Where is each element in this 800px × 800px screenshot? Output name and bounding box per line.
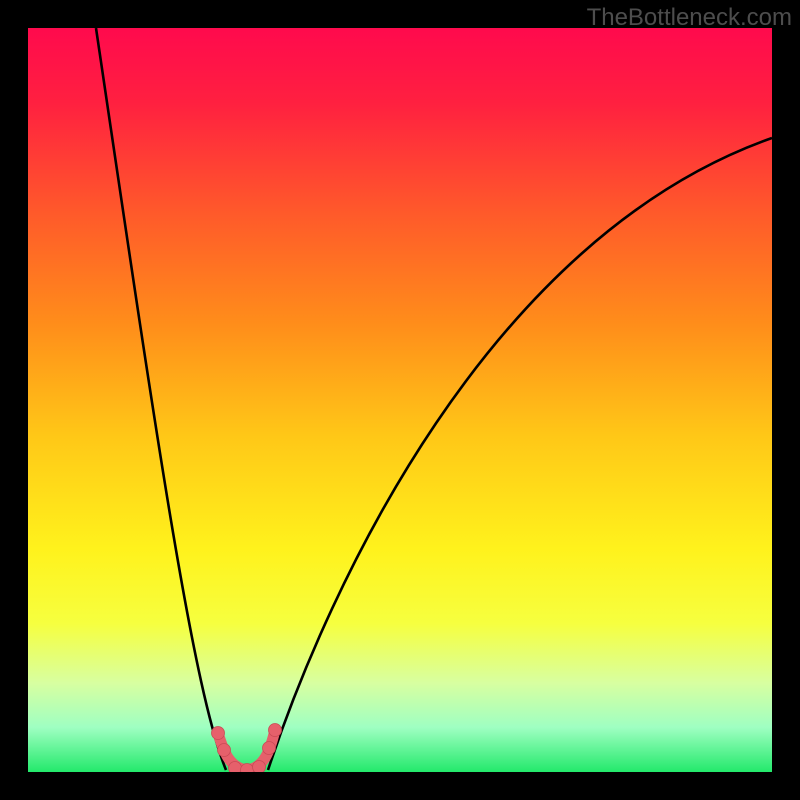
- gradient-background: [28, 28, 772, 772]
- plot-area: [28, 28, 772, 772]
- valley-dot: [218, 744, 231, 757]
- valley-dot: [212, 727, 225, 740]
- valley-dot: [229, 762, 242, 773]
- valley-dot: [253, 761, 266, 773]
- watermark-text: TheBottleneck.com: [587, 4, 792, 32]
- valley-dot: [269, 724, 282, 737]
- chart-svg: [28, 28, 772, 772]
- valley-dot: [263, 742, 276, 755]
